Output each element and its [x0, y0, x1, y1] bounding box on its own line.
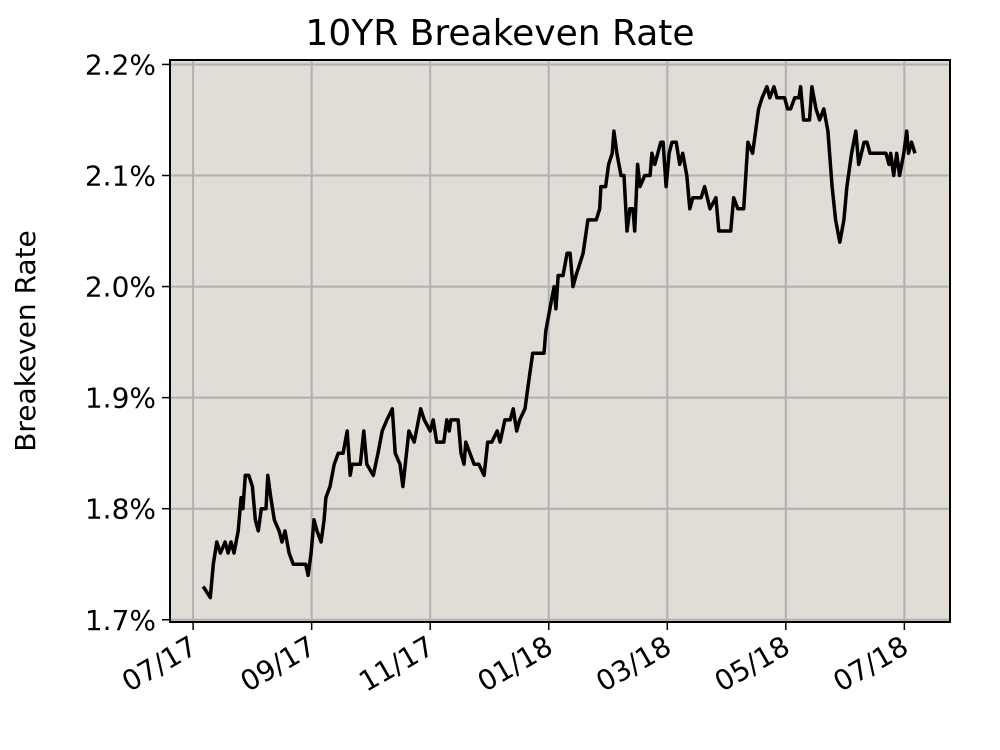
y-tick-label: 1.8%: [85, 493, 156, 526]
x-tick-label: 09/17: [235, 629, 321, 698]
y-axis-label: Breakeven Rate: [9, 230, 42, 452]
y-tick-label: 1.9%: [85, 382, 156, 415]
x-tick-label: 11/17: [353, 629, 439, 698]
data-line: [201, 84, 917, 600]
x-tick-label: 07/17: [116, 629, 202, 698]
y-tick-label: 2.1%: [85, 160, 156, 193]
plot-background: [170, 60, 950, 622]
y-tick-label: 2.2%: [85, 48, 156, 81]
x-tick-label: 03/18: [590, 629, 676, 698]
x-tick-label: 01/18: [472, 629, 558, 698]
y-tick-label: 2.0%: [85, 271, 156, 304]
y-tick-label: 1.7%: [85, 604, 156, 637]
chart-title: 10YR Breakeven Rate: [305, 13, 694, 54]
x-tick-label: 05/18: [709, 629, 795, 698]
plot-frame: [169, 59, 951, 623]
x-tick-label: 07/18: [827, 629, 913, 698]
